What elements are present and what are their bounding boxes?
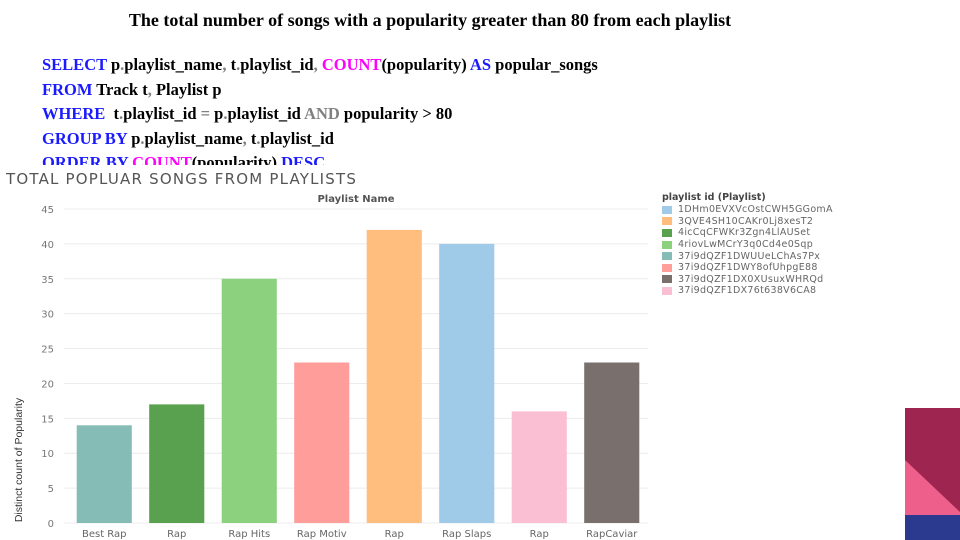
- y-axis-label: Distinct count of Popularity: [13, 397, 25, 522]
- sql-line-order-by: ORDER BY COUNT(popularity) DESC: [42, 153, 326, 165]
- legend-label: 3QVE4SH10CAKr0Lj8xesT2: [678, 215, 814, 227]
- y-tick-label: 5: [48, 484, 54, 495]
- legend-swatch: [662, 240, 672, 249]
- legend-label: 37i9dQZF1DWUUeLChAs7Px: [678, 250, 821, 262]
- y-tick-label: 20: [41, 379, 54, 390]
- legend-item[interactable]: 1DHm0EVXVcOstCWH5GGomA: [662, 204, 833, 216]
- legend-item[interactable]: 37i9dQZF1DWY8ofUhpgE88: [662, 262, 833, 274]
- decorative-corner-shapes: [905, 408, 960, 540]
- bar[interactable]: [149, 404, 205, 523]
- bar[interactable]: [366, 229, 422, 523]
- x-tick-label: Rap Slaps: [442, 529, 491, 540]
- x-tick-label: RapCaviar: [586, 529, 638, 540]
- deco-navy-block: [905, 515, 960, 540]
- bar-chart: Playlist Name Distinct count of Populari…: [13, 194, 648, 540]
- bar[interactable]: [221, 278, 277, 523]
- legend-item[interactable]: 37i9dQZF1DX76t638V6CA8: [662, 285, 833, 297]
- legend-label: 4riovLwMCrY3q0Cd4e0Sqp: [678, 239, 814, 251]
- x-tick-label: Rap: [385, 529, 404, 540]
- legend-label: 1DHm0EVXVcOstCWH5GGomA: [678, 204, 833, 216]
- chart-title: Playlist Name: [317, 194, 394, 205]
- bar[interactable]: [76, 425, 132, 523]
- legend-label: 37i9dQZF1DX0XUsuxWHRQd: [678, 273, 824, 285]
- legend-item[interactable]: 3QVE4SH10CAKr0Lj8xesT2: [662, 216, 833, 228]
- x-tick-label: Best Rap: [82, 529, 127, 540]
- legend-swatch: [662, 263, 672, 272]
- y-tick-label: 30: [41, 310, 54, 321]
- y-tick-label: 15: [41, 414, 54, 425]
- legend-item[interactable]: 37i9dQZF1DWUUeLChAs7Px: [662, 250, 833, 262]
- x-tick-label: Rap: [167, 529, 186, 540]
- bar[interactable]: [294, 362, 350, 523]
- legend-item[interactable]: 37i9dQZF1DX0XUsuxWHRQd: [662, 274, 833, 286]
- sql-line-select: SELECT p.playlist_name, t.playlist_id, C…: [42, 55, 598, 74]
- legend-label: 4icCqCFWKr3Zgn4LlAUSet: [678, 227, 811, 239]
- deco-pink-triangle: [905, 460, 960, 515]
- y-tick-label: 40: [41, 240, 54, 251]
- legend-title: playlist id (Playlist): [662, 192, 766, 203]
- legend-item[interactable]: 4icCqCFWKr3Zgn4LlAUSet: [662, 227, 833, 239]
- sql-line-from: FROM Track t, Playlist p: [42, 79, 222, 99]
- x-tick-label: Rap Hits: [228, 529, 270, 540]
- y-tick-label: 45: [41, 205, 54, 216]
- y-tick-label: 0: [48, 519, 54, 530]
- sql-line-group-by: GROUP BY p.playlist_name, t.playlist_id: [42, 128, 334, 148]
- legend-label: 37i9dQZF1DX76t638V6CA8: [678, 285, 817, 297]
- legend-swatch: [662, 228, 672, 237]
- x-tick-label: Rap Motiv: [297, 529, 347, 540]
- legend-swatch: [662, 252, 672, 261]
- bar[interactable]: [511, 411, 567, 523]
- chart-legend: playlist id (Playlist) 1DHm0EVXVcOstCWH5…: [662, 192, 833, 297]
- y-tick-label: 25: [41, 345, 54, 356]
- legend-item[interactable]: 4riovLwMCrY3q0Cd4e0Sqp: [662, 239, 833, 251]
- legend-swatch: [662, 286, 672, 295]
- legend-swatch: [662, 205, 672, 214]
- legend-swatch: [662, 275, 672, 284]
- slide-title: The total number of songs with a popular…: [128, 10, 732, 30]
- bar[interactable]: [439, 243, 495, 523]
- sql-line-where: WHERE t.playlist_id = p.playlist_id AND …: [42, 104, 453, 123]
- sql-query-block: SELECT p.playlist_name, t.playlist_id, C…: [42, 53, 598, 165]
- legend-label: 37i9dQZF1DWY8ofUhpgE88: [678, 262, 818, 274]
- x-tick-label: Rap: [530, 529, 549, 540]
- bar[interactable]: [584, 362, 640, 523]
- y-tick-label: 35: [41, 275, 54, 286]
- chart-heading: TOTAL POPLUAR SONGS FROM PLAYLISTS: [6, 170, 358, 188]
- y-tick-label: 10: [41, 449, 54, 460]
- legend-swatch: [662, 217, 672, 226]
